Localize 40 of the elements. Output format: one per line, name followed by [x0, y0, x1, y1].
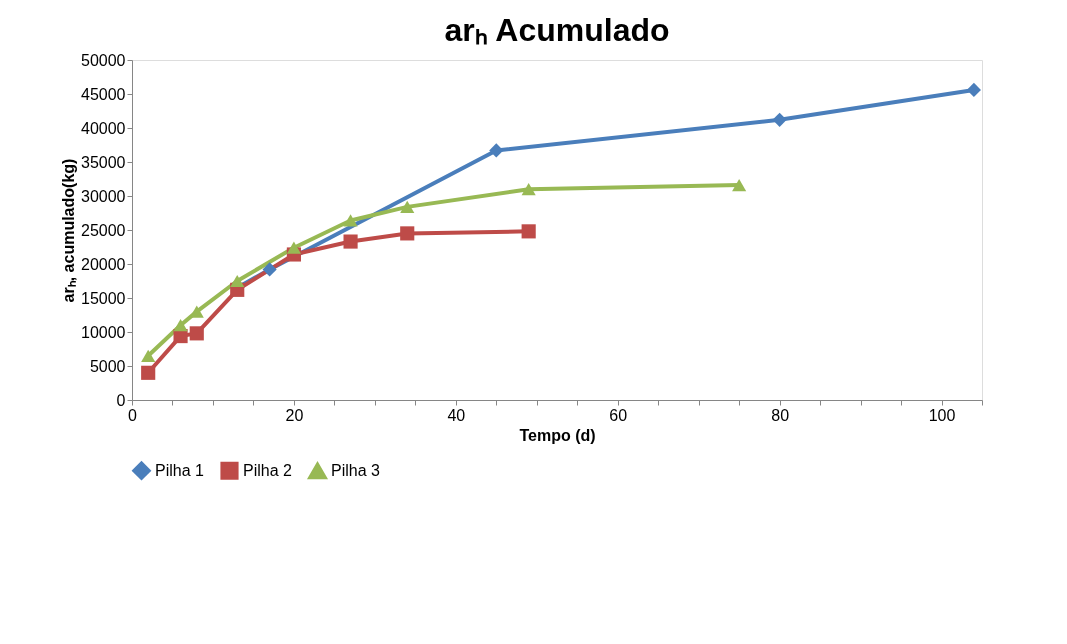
point	[230, 274, 245, 288]
x-tick-label: 60	[609, 406, 628, 424]
point	[189, 326, 204, 341]
chart-title: arₕ Acumulado	[444, 12, 670, 48]
point	[141, 365, 156, 380]
legend-label: Pilha 1	[155, 461, 205, 479]
point	[286, 241, 301, 254]
y-axis-title: arₕ, acumulado(kg)	[60, 158, 78, 303]
point	[343, 234, 358, 249]
y-tick-label: 50000	[81, 51, 126, 69]
x-tick-label: 20	[285, 406, 304, 424]
point	[521, 183, 536, 196]
point	[173, 319, 188, 332]
y-tick-label: 25000	[81, 221, 126, 239]
x-tick-label: 80	[771, 406, 790, 424]
point	[732, 179, 747, 192]
point	[400, 200, 415, 213]
y-tick-label: 45000	[81, 85, 126, 103]
point	[521, 224, 536, 239]
point	[400, 226, 415, 241]
x-axis-title: Tempo (d)	[519, 426, 596, 444]
x-tick-label: 40	[447, 406, 466, 424]
point	[966, 82, 981, 97]
y-tick-label: 5000	[89, 357, 126, 375]
y-tick-label: 35000	[81, 153, 126, 171]
point	[141, 349, 156, 362]
y-tick-label: 30000	[81, 187, 126, 205]
point	[772, 112, 787, 127]
legend-label: Pilha 2	[243, 461, 293, 479]
y-tick-label: 0	[116, 391, 126, 409]
y-tick-label: 15000	[81, 289, 126, 307]
x-tick-label: 0	[128, 406, 138, 424]
point	[489, 143, 504, 158]
x-tick-label: 100	[928, 406, 956, 424]
y-tick-label: 10000	[81, 323, 126, 341]
legend-label: Pilha 3	[331, 462, 381, 480]
y-tick-label: 20000	[81, 255, 126, 273]
y-tick-label: 40000	[81, 119, 126, 137]
point	[343, 214, 358, 227]
point	[262, 262, 277, 277]
